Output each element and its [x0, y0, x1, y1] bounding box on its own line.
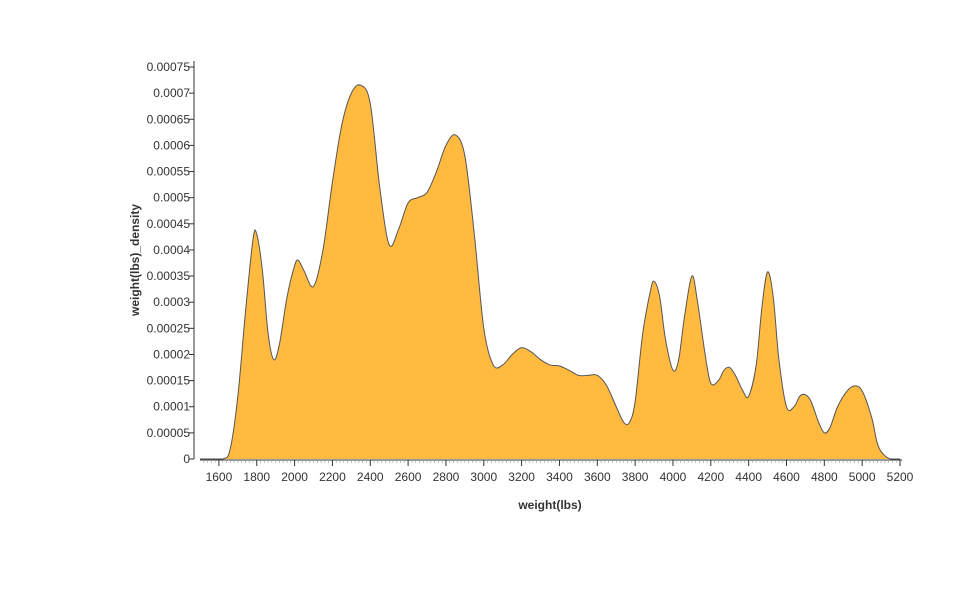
x-tick-label: 3000	[470, 470, 497, 484]
x-tick-label: 3200	[508, 470, 535, 484]
x-tick-label: 2000	[281, 470, 308, 484]
x-tick-label: 3400	[546, 470, 573, 484]
y-tick-label: 0.00025	[147, 321, 191, 335]
y-tick-label: 0.0007	[153, 86, 190, 100]
plot-area	[200, 84, 900, 460]
x-tick-label: 5000	[849, 470, 876, 484]
y-tick-label: 0.0006	[153, 138, 190, 152]
x-tick-label: 3600	[584, 470, 611, 484]
x-axis: 1600 1800 2000 2200 2400 2600 2800 3000 3200 3400…	[200, 459, 914, 484]
x-tick-label: 2600	[395, 470, 422, 484]
y-tick-label: 0.00055	[147, 165, 191, 179]
x-axis-title: weight(lbs)	[517, 498, 581, 512]
x-tick-label: 4600	[773, 470, 800, 484]
x-tick-label: 2800	[433, 470, 460, 484]
x-tick-label: 4800	[811, 470, 838, 484]
y-axis-title: weight(lbs)_density	[128, 204, 142, 317]
density-line	[200, 84, 900, 460]
y-axis: 0 0.00005 0.0001 0.00015 0.0002 0.00025 0.0003…	[147, 60, 195, 466]
x-tick-label: 1600	[206, 470, 233, 484]
y-tick-label: 0.0004	[153, 243, 190, 257]
x-tick-label: 2400	[357, 470, 384, 484]
y-tick-label: 0.0003	[153, 295, 190, 309]
y-tick-label: 0.00035	[147, 269, 191, 283]
x-tick-label: 1800	[243, 470, 270, 484]
y-tick-label: 0.00045	[147, 217, 191, 231]
y-tick-label: 0.0001	[153, 400, 190, 414]
y-tick-label: 0.00065	[147, 112, 191, 126]
density-area	[200, 84, 900, 459]
x-tick-label: 4200	[697, 470, 724, 484]
y-tick-label: 0.0005	[153, 191, 190, 205]
y-tick-label: 0.00005	[147, 426, 191, 440]
y-tick-label: 0.00015	[147, 374, 191, 388]
x-tick-label: 2200	[319, 470, 346, 484]
y-tick-label: 0	[183, 452, 190, 466]
x-tick-label: 3800	[622, 470, 649, 484]
y-tick-label: 0.00075	[147, 60, 191, 74]
x-tick-label: 4400	[735, 470, 762, 484]
x-tick-label: 4000	[660, 470, 687, 484]
y-tick-label: 0.0002	[153, 347, 190, 361]
x-tick-label: 5200	[887, 470, 914, 484]
